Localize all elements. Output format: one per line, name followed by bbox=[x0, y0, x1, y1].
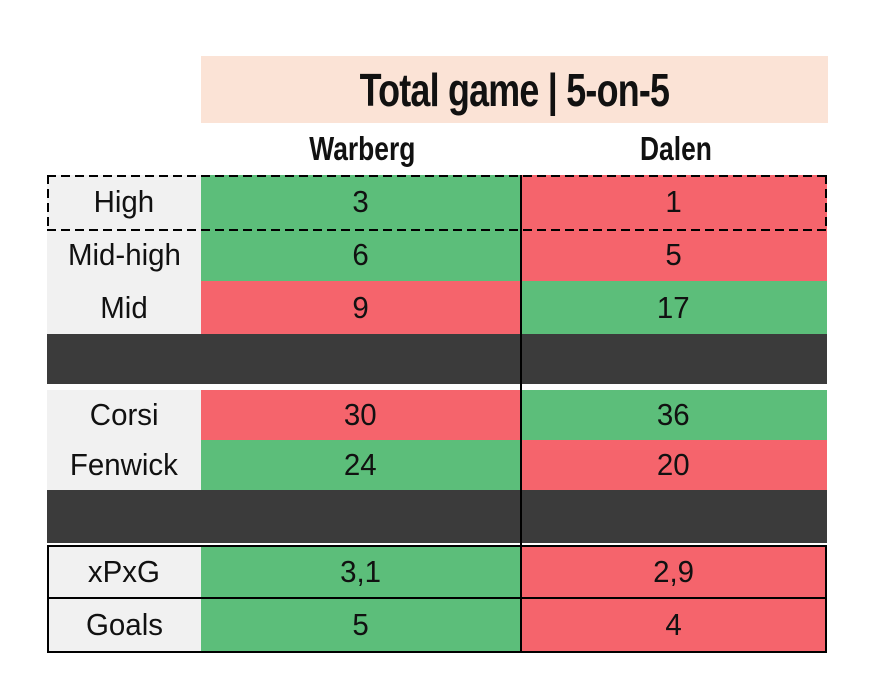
title-text: Total game | 5-on-5 bbox=[359, 63, 670, 116]
row-label: Goals bbox=[85, 607, 163, 642]
dalen-value: 1 bbox=[665, 184, 682, 219]
separator-band bbox=[47, 490, 827, 543]
warberg-value-cell: 5 bbox=[201, 599, 520, 651]
dalen-value-cell: 1 bbox=[520, 175, 827, 229]
dalen-value: 17 bbox=[657, 289, 690, 325]
row-label-cell: Goals bbox=[47, 599, 201, 651]
dalen-value-cell: 2,9 bbox=[520, 547, 827, 597]
row-label: High bbox=[93, 184, 155, 219]
warberg-value: 3,1 bbox=[340, 554, 381, 589]
row-label-cell: Corsi bbox=[47, 390, 201, 440]
warberg-value: 5 bbox=[352, 607, 369, 642]
stats-table: High 3 1 Mid-high 6 5 Mid bbox=[47, 175, 827, 653]
dalen-value-cell: 20 bbox=[520, 440, 827, 490]
dalen-value: 36 bbox=[657, 397, 690, 432]
column-header-warberg: Warberg bbox=[201, 123, 524, 175]
dalen-value-cell: 17 bbox=[520, 281, 827, 334]
row-label: Fenwick bbox=[69, 447, 179, 482]
dalen-value-cell: 5 bbox=[520, 229, 827, 281]
row-label-cell: High bbox=[47, 175, 201, 229]
table-row-mid: Mid 9 17 bbox=[47, 281, 827, 334]
warberg-value: 3 bbox=[352, 184, 369, 219]
dalen-value-cell: 36 bbox=[520, 390, 827, 440]
warberg-value-cell: 9 bbox=[201, 281, 520, 334]
column-header-warberg-label: Warberg bbox=[309, 130, 416, 167]
title-banner: Total game | 5-on-5 bbox=[201, 56, 828, 123]
table-row-goals: Goals 5 4 bbox=[47, 599, 827, 651]
row-label-cell: Mid bbox=[47, 281, 201, 334]
row-label: Corsi bbox=[89, 397, 159, 432]
table-row-high: High 3 1 bbox=[47, 175, 827, 229]
dalen-value: 5 bbox=[665, 237, 682, 272]
row-label-cell: xPxG bbox=[47, 547, 201, 597]
dalen-value: 2,9 bbox=[653, 554, 694, 589]
row-label: Mid-high bbox=[67, 237, 181, 272]
column-header-dalen-label: Dalen bbox=[639, 130, 712, 167]
warberg-value-cell: 3,1 bbox=[201, 547, 520, 597]
warberg-value-cell: 3 bbox=[201, 175, 520, 229]
column-header-dalen: Dalen bbox=[524, 123, 827, 175]
warberg-value-cell: 30 bbox=[201, 390, 520, 440]
warberg-value-cell: 24 bbox=[201, 440, 520, 490]
warberg-value: 9 bbox=[352, 289, 369, 325]
table-row-mid-high: Mid-high 6 5 bbox=[47, 229, 827, 281]
warberg-value: 30 bbox=[344, 397, 377, 432]
table-row-corsi: Corsi 30 36 bbox=[47, 390, 827, 440]
separator-band bbox=[47, 334, 827, 384]
row-label-cell: Mid-high bbox=[47, 229, 201, 281]
dalen-value: 4 bbox=[665, 607, 682, 642]
row-label-cell: Fenwick bbox=[47, 440, 201, 490]
dalen-value-cell: 4 bbox=[520, 599, 827, 651]
row-label: xPxG bbox=[87, 554, 160, 589]
warberg-value-cell: 6 bbox=[201, 229, 520, 281]
dalen-value: 20 bbox=[657, 447, 690, 482]
row-label: Mid bbox=[100, 289, 148, 325]
table-row-fenwick: Fenwick 24 20 bbox=[47, 440, 827, 490]
table-row-xpxg: xPxG 3,1 2,9 bbox=[47, 547, 827, 597]
warberg-value: 6 bbox=[352, 237, 369, 272]
warberg-value: 24 bbox=[344, 447, 377, 482]
